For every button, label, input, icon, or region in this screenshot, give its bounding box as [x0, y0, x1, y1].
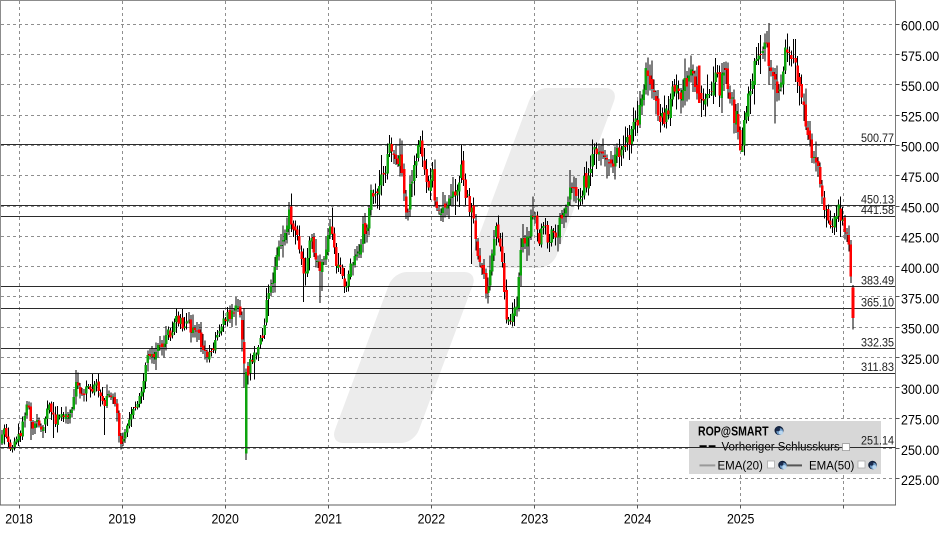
svg-text:2020: 2020: [211, 511, 239, 527]
svg-text:500.00: 500.00: [901, 139, 939, 155]
svg-text:251.14: 251.14: [861, 436, 895, 448]
svg-text:2018: 2018: [5, 511, 33, 527]
svg-text:550.00: 550.00: [901, 78, 939, 94]
svg-text:383.49: 383.49: [861, 275, 894, 287]
svg-text:350.00: 350.00: [901, 321, 939, 337]
svg-text:325.00: 325.00: [901, 351, 939, 367]
svg-text:225.00: 225.00: [901, 472, 939, 488]
svg-text:2021: 2021: [315, 511, 343, 527]
svg-text:441.58: 441.58: [861, 205, 894, 217]
svg-text:332.35: 332.35: [861, 337, 894, 349]
svg-text:2023: 2023: [521, 511, 549, 527]
svg-text:250.00: 250.00: [901, 442, 939, 458]
svg-text:2019: 2019: [108, 511, 136, 527]
svg-text:375.00: 375.00: [901, 290, 939, 306]
svg-text:365.10: 365.10: [861, 298, 894, 310]
svg-text:575.00: 575.00: [901, 48, 939, 64]
svg-text:EMA(50): EMA(50): [809, 461, 855, 473]
svg-text:2022: 2022: [418, 511, 446, 527]
svg-text:475.00: 475.00: [901, 169, 939, 185]
svg-text:400.00: 400.00: [901, 260, 939, 276]
svg-text:500.77: 500.77: [861, 133, 894, 145]
svg-text:525.00: 525.00: [901, 108, 939, 124]
svg-text:ROP@SMART: ROP@SMART: [698, 425, 769, 439]
svg-text:300.00: 300.00: [901, 381, 939, 397]
svg-text:2024: 2024: [624, 511, 652, 527]
svg-text:600.00: 600.00: [901, 18, 939, 34]
svg-text:450.00: 450.00: [901, 199, 939, 215]
svg-text:EMA(20): EMA(20): [718, 461, 764, 473]
svg-text:275.00: 275.00: [901, 411, 939, 427]
svg-text:311.83: 311.83: [861, 362, 894, 374]
svg-text:2025: 2025: [727, 511, 755, 527]
svg-text:450.13: 450.13: [861, 194, 894, 206]
svg-text:425.00: 425.00: [901, 230, 939, 246]
